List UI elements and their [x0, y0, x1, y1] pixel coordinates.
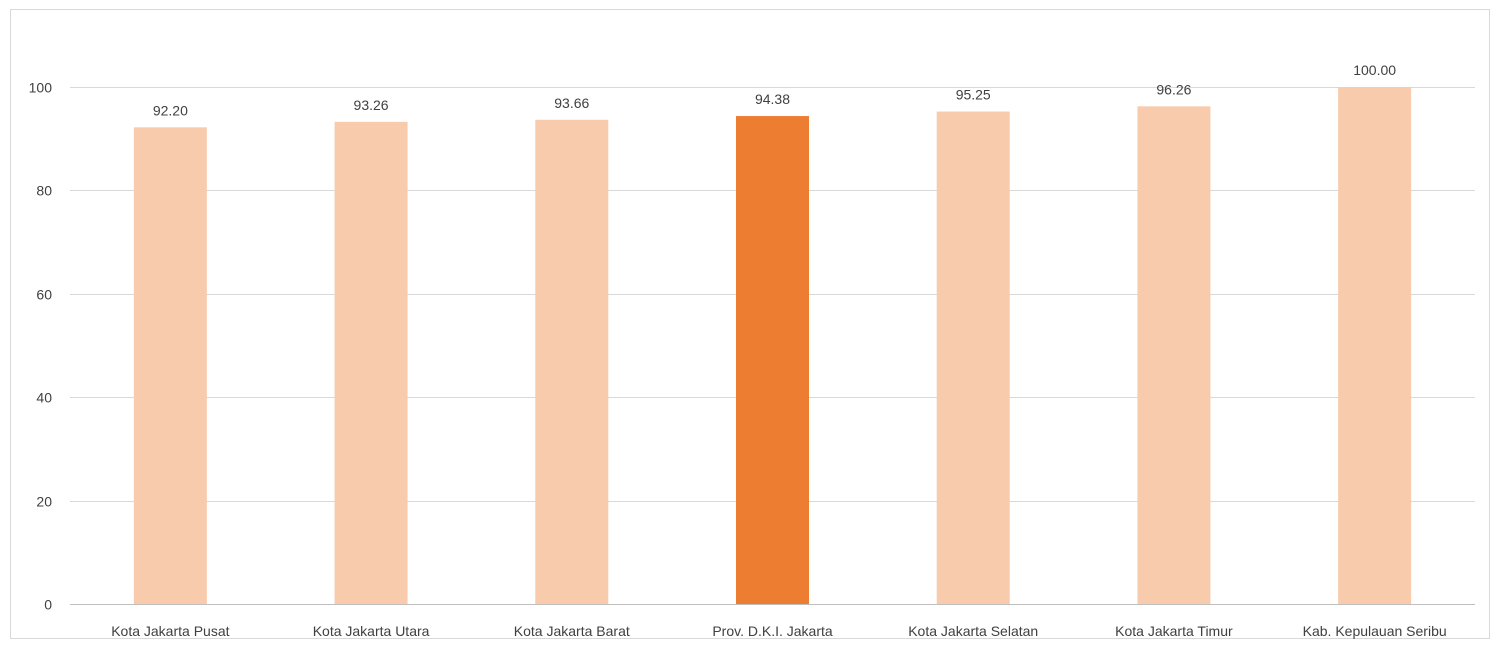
category-labels: Kota Jakarta Pusat Kota Jakarta Utara Kota… — [111, 623, 1446, 639]
y-tick-label: 0 — [44, 597, 52, 613]
y-tick-label: 40 — [36, 390, 52, 406]
data-label: 93.66 — [554, 95, 589, 111]
data-labels: 92.20 93.26 93.66 94.38 95.25 96.26 100.00 — [153, 62, 1396, 118]
category-label: Kota Jakarta Timur — [1115, 623, 1233, 639]
y-tick-label: 80 — [36, 183, 52, 199]
data-label: 96.26 — [1156, 81, 1191, 97]
category-label: Kota Jakarta Selatan — [908, 623, 1038, 639]
data-label: 95.25 — [956, 87, 991, 103]
data-label: 93.26 — [354, 97, 389, 113]
bars — [133, 87, 1412, 605]
category-label: Kota Jakarta Utara — [313, 623, 430, 639]
category-label: Kota Jakarta Pusat — [111, 623, 229, 639]
y-axis-ticks: 0 20 40 60 80 100 — [29, 80, 53, 613]
data-label: 92.20 — [153, 102, 188, 118]
bar — [736, 116, 809, 605]
y-tick-label: 100 — [29, 80, 53, 96]
bar — [936, 111, 1010, 605]
data-label: 100.00 — [1353, 62, 1396, 78]
category-label: Prov. D.K.I. Jakarta — [712, 623, 833, 639]
category-label: Kota Jakarta Barat — [514, 623, 630, 639]
bar — [133, 127, 207, 605]
data-label: 94.38 — [755, 91, 790, 107]
bar — [334, 121, 408, 605]
bar — [1338, 87, 1412, 604]
y-tick-label: 20 — [36, 494, 52, 510]
category-label: Kab. Kepulauan Seribu — [1303, 623, 1447, 639]
y-tick-label: 60 — [36, 287, 52, 303]
bar — [535, 119, 609, 604]
bar — [1137, 106, 1211, 604]
